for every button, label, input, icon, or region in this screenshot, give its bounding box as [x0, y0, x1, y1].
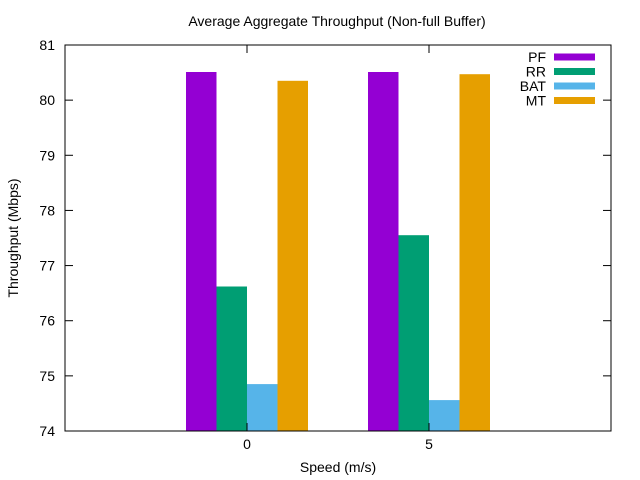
bars-layer	[186, 72, 490, 432]
bar-rr-5	[398, 235, 429, 431]
y-tick-label: 78	[39, 202, 55, 218]
legend-label-rr: RR	[526, 64, 546, 80]
legend-swatch-mt	[554, 97, 595, 104]
bar-mt-5	[459, 74, 490, 431]
bar-pf-5	[368, 72, 399, 431]
legend-swatch-pf	[554, 53, 595, 61]
y-axis-title: Throughput (Mbps)	[5, 178, 21, 297]
y-tick-label: 74	[39, 423, 55, 439]
y-tick-label: 81	[39, 37, 55, 53]
y-axis: 74 75 76 77 78 79 80 81	[39, 37, 611, 439]
y-tick-label: 77	[39, 258, 55, 274]
legend-label-bat: BAT	[520, 78, 547, 94]
y-tick-label: 76	[39, 313, 55, 329]
x-tick-label: 5	[425, 436, 433, 452]
bar-rr-0	[216, 286, 247, 431]
legend-label-mt: MT	[526, 93, 547, 109]
legend-swatch-rr	[554, 68, 595, 75]
legend-label-pf: PF	[528, 49, 546, 65]
x-tick-label: 0	[243, 436, 251, 452]
x-axis-title: Speed (m/s)	[300, 459, 376, 475]
bar-mt-0	[277, 80, 308, 432]
chart-title: Average Aggregate Throughput (Non-full B…	[188, 13, 485, 29]
bar-pf-0	[186, 72, 217, 431]
y-tick-label: 79	[39, 147, 55, 163]
y-tick-label: 75	[39, 368, 55, 384]
plot-frame	[64, 44, 612, 432]
legend-swatch-bat	[554, 82, 595, 90]
bar-bat-5	[429, 400, 460, 431]
y-tick-label: 80	[39, 92, 55, 108]
bar-bat-0	[247, 384, 278, 431]
